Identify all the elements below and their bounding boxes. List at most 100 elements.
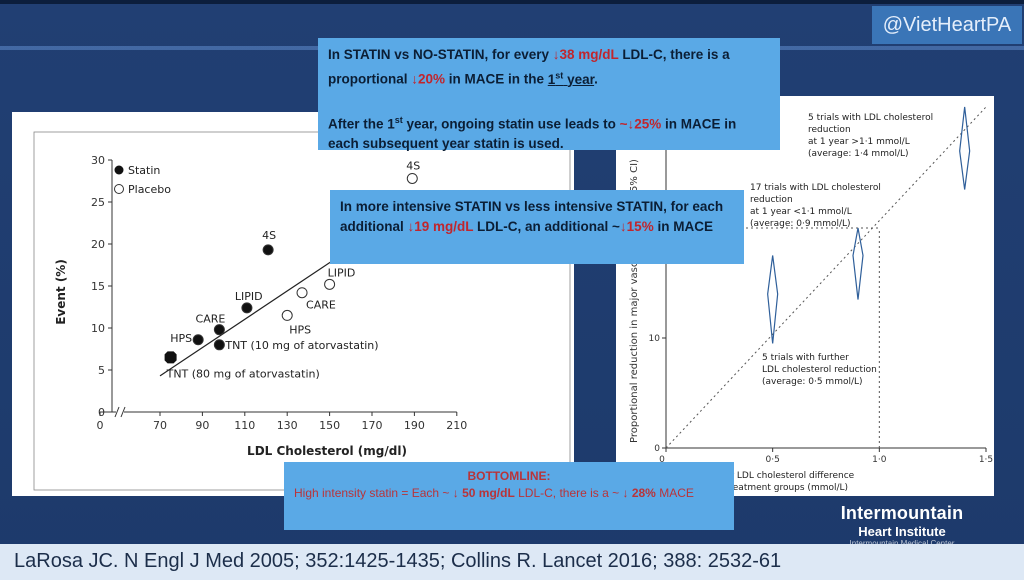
ldl-event-chart: 0 5 10 15 20 25 30 0 70 90 110 130 150 170 190 210 TNT … (33, 131, 571, 491)
point-label: LIPID (328, 266, 356, 279)
highlight-ldl-19: ↓19 mg/dL (407, 219, 474, 234)
statin-point (262, 244, 274, 256)
highlight-25-percent: ~↓25% (619, 116, 662, 131)
diamond-annotation: (average: 0·9 mmol/L) (750, 219, 851, 229)
diamond-annotation: reduction (808, 125, 851, 135)
ci-diamond (959, 106, 971, 190)
right-x-axis-label: Mean 1-year LDL cholesterol difference (678, 471, 855, 481)
x-tick-label: 210 (446, 419, 467, 432)
superscript: st (394, 114, 403, 125)
text: After the 1 (328, 116, 395, 131)
callout-top-paragraph-2: After the 1st year, ongoing statin use l… (328, 110, 770, 155)
x-tick-label: 190 (404, 419, 425, 432)
highlight-28-percent: ↓ 28% (622, 486, 656, 500)
diamond-annotation: 17 trials with LDL cholesterol (750, 183, 881, 193)
right-x-tick-label: 1·5 (979, 455, 993, 465)
placebo-point (406, 172, 418, 184)
left-chart-panel: 0 5 10 15 20 25 30 0 70 90 110 130 150 170 190 210 TNT … (12, 112, 574, 496)
y-tick-label: 30 (91, 154, 105, 167)
bottomline-text: High intensity statin = Each ~ ↓ 50 mg/d… (294, 485, 724, 502)
text: LDL-C, there is a proportional (328, 47, 730, 87)
text: In more intensive STATIN vs less intensi… (340, 199, 724, 234)
legend-placebo-marker (114, 184, 124, 194)
logo-line-2: Heart Institute (858, 524, 946, 539)
right-y-tick-label: 0 (654, 444, 660, 454)
text: MACE (655, 486, 694, 500)
text: LDL-C, an additional ~ (473, 219, 620, 234)
callout-bottomline: BOTTOMLINE: High intensity statin = Each… (284, 462, 734, 530)
right-x-tick-label: 0·5 (766, 455, 780, 465)
statin-point (192, 334, 204, 346)
x-tick-label: 90 (195, 419, 209, 432)
top-bar (0, 0, 1024, 4)
text: LDL-C, there is a ~ (514, 486, 623, 500)
diamond-annotation: 5 trials with LDL cholesterol (808, 113, 933, 123)
statin-point (213, 339, 225, 351)
axis-break-mark (120, 406, 126, 418)
chart-frame (33, 131, 571, 491)
ci-diamond (767, 255, 779, 344)
ci-diamond (852, 227, 864, 300)
point-label: HPS (170, 332, 192, 345)
citation: LaRosa JC. N Engl J Med 2005; 352:1425-1… (0, 544, 1024, 580)
right-y-tick-label: 10 (649, 334, 661, 344)
diamond-annotation: (average: 0·5 mmol/L) (762, 377, 863, 387)
right-chart-panel: 00·51·01·501020Mean 1-year LDL cholester… (616, 96, 994, 496)
highlight-ldl-38: ↓38 mg/dL (552, 47, 619, 62)
x-tick-label: 170 (362, 419, 383, 432)
bottomline-title: BOTTOMLINE: (467, 469, 551, 483)
statin-point (213, 324, 225, 336)
intermountain-logo: Intermountain Heart Institute Intermount… (812, 503, 992, 553)
point-label: 4S (406, 159, 420, 172)
right-y-axis-label: Proportional reduction in major vascular… (629, 159, 640, 443)
legend-statin-marker (114, 165, 124, 175)
logo-line-3: Intermountain Medical Center (812, 539, 992, 548)
x-axis-label: LDL Cholesterol (mg/dl) (247, 444, 407, 458)
legend-statin-label: Statin (128, 164, 160, 177)
diamond-annotation: reduction (750, 195, 793, 205)
twitter-handle[interactable]: @VietHeartPA (872, 6, 1022, 44)
ldl-reduction-chart: 00·51·01·501020Mean 1-year LDL cholester… (629, 106, 993, 493)
point-label: TNT (10 mg of atorvastatin) (224, 339, 378, 352)
y-axis-label: Event (%) (54, 259, 68, 325)
legend-placebo-label: Placebo (128, 183, 171, 196)
point-label: 4S (262, 229, 276, 242)
first-year: 1st year (547, 70, 595, 87)
placebo-point (281, 309, 293, 321)
callout-top-paragraph-1: In STATIN vs NO-STATIN, for every ↓38 mg… (328, 45, 770, 90)
text: year, ongoing statin use leads to (402, 116, 620, 131)
statin-point (164, 351, 177, 364)
point-label: CARE (196, 313, 226, 326)
highlight-ldl-50: ↓ 50 mg/dL (452, 486, 515, 500)
text: High intensity statin = Each ~ (294, 486, 453, 500)
diamond-annotation: (average: 1·4 mmol/L) (808, 149, 909, 159)
callout-intensive-statin: In more intensive STATIN vs less intensi… (330, 190, 744, 264)
point-label: HPS (289, 323, 311, 336)
text: in MACE in the (445, 71, 548, 87)
x-tick-label: 150 (319, 419, 340, 432)
x-tick-label: 110 (234, 419, 255, 432)
right-x-axis-label-line2: between treatment groups (mmol/L) (684, 483, 848, 493)
text: . (594, 71, 598, 87)
y-tick-label: 0 (98, 406, 105, 419)
point-label: LIPID (235, 290, 263, 303)
y-tick-label: 5 (98, 364, 105, 377)
text: in MACE (653, 219, 713, 234)
statin-point (241, 302, 253, 314)
placebo-point (296, 287, 308, 299)
diamond-annotation: LDL cholesterol reduction (762, 365, 877, 375)
right-x-tick-label: 1·0 (872, 455, 887, 465)
text: In STATIN vs NO-STATIN, for every (328, 47, 553, 62)
y-tick-label: 20 (91, 238, 105, 251)
diamond-annotation: at 1 year <1·1 mmol/L (750, 207, 852, 217)
axis-break-mark (114, 406, 120, 418)
x-tick-label: 130 (277, 419, 298, 432)
highlight-15-percent: ↓15% (619, 219, 654, 234)
right-x-tick-label: 0 (659, 455, 665, 465)
point-label: CARE (306, 299, 336, 312)
x-tick-label: 0 (97, 419, 104, 432)
callout-statin-vs-no-statin: In STATIN vs NO-STATIN, for every ↓38 mg… (318, 38, 780, 151)
text: in MACE in each subsequent year statin i… (328, 116, 737, 151)
y-tick-label: 15 (91, 280, 105, 293)
